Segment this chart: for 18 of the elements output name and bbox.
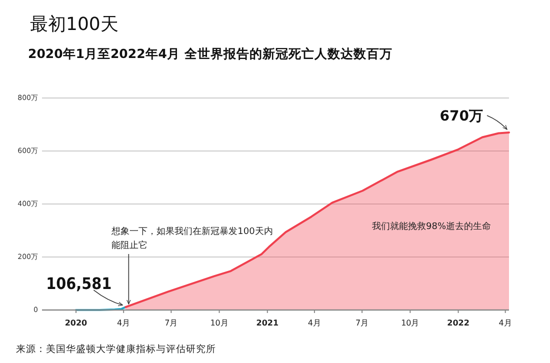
chart-subtitle: 2020年1月至2022年4月 全世界报告的新冠死亡人数达数百万: [28, 46, 392, 61]
x-tick-label: 2022: [447, 318, 470, 328]
x-tick-label: 2021: [256, 318, 279, 328]
annotation: 想象一下，如果我们在新冠暴发100天内能阻止它: [110, 226, 273, 251]
annotation: 670万: [440, 108, 483, 124]
annotation: 670万: [440, 108, 508, 130]
annotation: 106,581: [46, 274, 112, 294]
annotation: 来源：美国华盛顿大学健康指标与评估研究所: [16, 344, 216, 355]
x-tick-label: 10月: [210, 318, 228, 328]
x-tick-label: 7月: [164, 318, 178, 328]
x-tick-label: 4月: [308, 318, 322, 328]
x-tick-label: 4月: [498, 318, 512, 328]
annotation: 我们就能挽救98%逝去的生命: [372, 222, 492, 232]
chart-title: 最初100天: [30, 14, 118, 35]
x-tick-label: 10月: [401, 318, 420, 328]
x-tick-label: 4月: [117, 318, 130, 328]
x-tick-label: 7月: [356, 318, 369, 328]
x-tick-label: 2020: [64, 318, 88, 328]
